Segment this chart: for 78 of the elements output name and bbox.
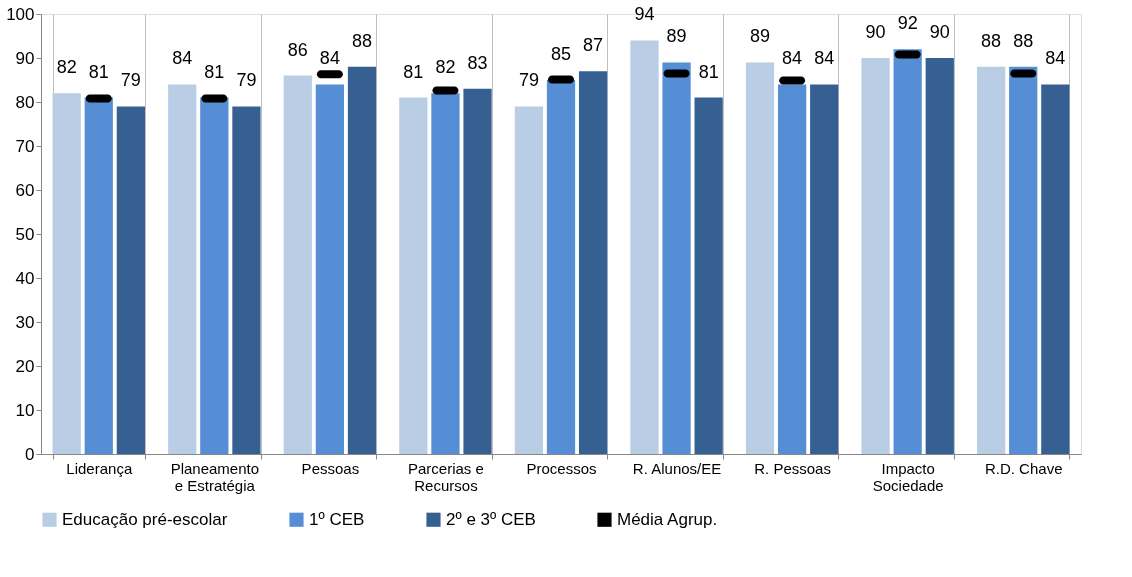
bar [116, 106, 145, 454]
data-label: 88 [981, 30, 1002, 51]
bar [52, 93, 81, 454]
x-tick-label: Pessoas [301, 459, 360, 477]
y-tick-label: 10 [15, 400, 35, 420]
bar [578, 71, 608, 454]
data-label: 81 [88, 61, 109, 82]
y-tick-label: 80 [15, 92, 35, 112]
data-label: 83 [467, 52, 488, 73]
data-label: 94 [634, 4, 655, 25]
data-label: 81 [403, 61, 424, 82]
bar [546, 80, 576, 454]
legend-label: Educação pré-escolar [62, 509, 228, 529]
bar [1041, 84, 1070, 454]
bar [283, 75, 312, 454]
bar [925, 58, 954, 454]
bar [431, 93, 460, 454]
x-tick-label: R.D. Chave [984, 459, 1063, 477]
data-label: 84 [172, 48, 193, 69]
bar [810, 84, 839, 454]
x-tick-label: Planeamento e Estratégia [170, 459, 260, 494]
y-tick-label: 60 [15, 180, 35, 200]
data-label: 79 [236, 70, 257, 91]
data-label: 92 [897, 13, 918, 34]
x-tick-label: Impacto Sociedade [872, 459, 944, 494]
bar [662, 62, 691, 454]
x-tick-label: R. Pessoas [754, 459, 831, 477]
data-label: 89 [666, 26, 687, 47]
data-label: 81 [698, 61, 719, 82]
data-label: 85 [550, 44, 572, 64]
x-tick-label: Processos [526, 459, 597, 477]
bar [232, 106, 261, 454]
bar [399, 97, 428, 454]
bar [861, 58, 890, 454]
data-label: 84 [319, 48, 340, 69]
bar [84, 97, 113, 454]
bar [777, 84, 807, 454]
y-tick-label: 40 [15, 268, 35, 288]
bar [315, 84, 345, 454]
data-label: 88 [1013, 30, 1034, 51]
legend-label: 2º e 3º CEB [446, 509, 536, 529]
x-tick-label: Parcerias e Recursos [408, 459, 484, 494]
y-tick-label: 30 [15, 312, 35, 332]
data-label: 81 [204, 61, 225, 82]
data-label: 79 [518, 70, 539, 91]
data-label: 90 [865, 22, 886, 42]
data-label: 90 [929, 22, 950, 42]
bar [200, 97, 229, 454]
y-tick-label: 90 [15, 48, 35, 68]
y-tick-label: 20 [15, 356, 35, 376]
bar [168, 84, 197, 454]
y-tick-label: 70 [15, 136, 35, 156]
data-label: 84 [814, 48, 835, 69]
bar [977, 66, 1006, 454]
legend-label: Média Agrup. [617, 509, 718, 529]
data-label: 84 [782, 48, 803, 69]
bar [463, 88, 492, 454]
x-tick-label: R. Alunos/EE [632, 459, 722, 477]
bar [694, 97, 723, 454]
legend-label: 1º CEB [309, 509, 365, 529]
bar [347, 66, 377, 454]
data-label: 86 [287, 39, 308, 60]
data-label: 88 [351, 30, 372, 51]
data-label: 84 [1045, 48, 1066, 69]
bar [630, 40, 659, 454]
data-label: 89 [750, 26, 771, 47]
data-label: 82 [56, 57, 77, 78]
data-label: 82 [435, 57, 456, 78]
x-tick-label: Liderança [66, 459, 133, 477]
y-tick-label: 50 [15, 224, 35, 244]
y-tick-label: 100 [6, 4, 35, 24]
bar [514, 106, 544, 454]
bar [745, 62, 775, 454]
bar [1009, 66, 1038, 454]
bar [893, 49, 922, 454]
data-label: 79 [120, 70, 141, 91]
data-label: 87 [583, 35, 604, 56]
y-tick-label: 0 [25, 444, 35, 464]
